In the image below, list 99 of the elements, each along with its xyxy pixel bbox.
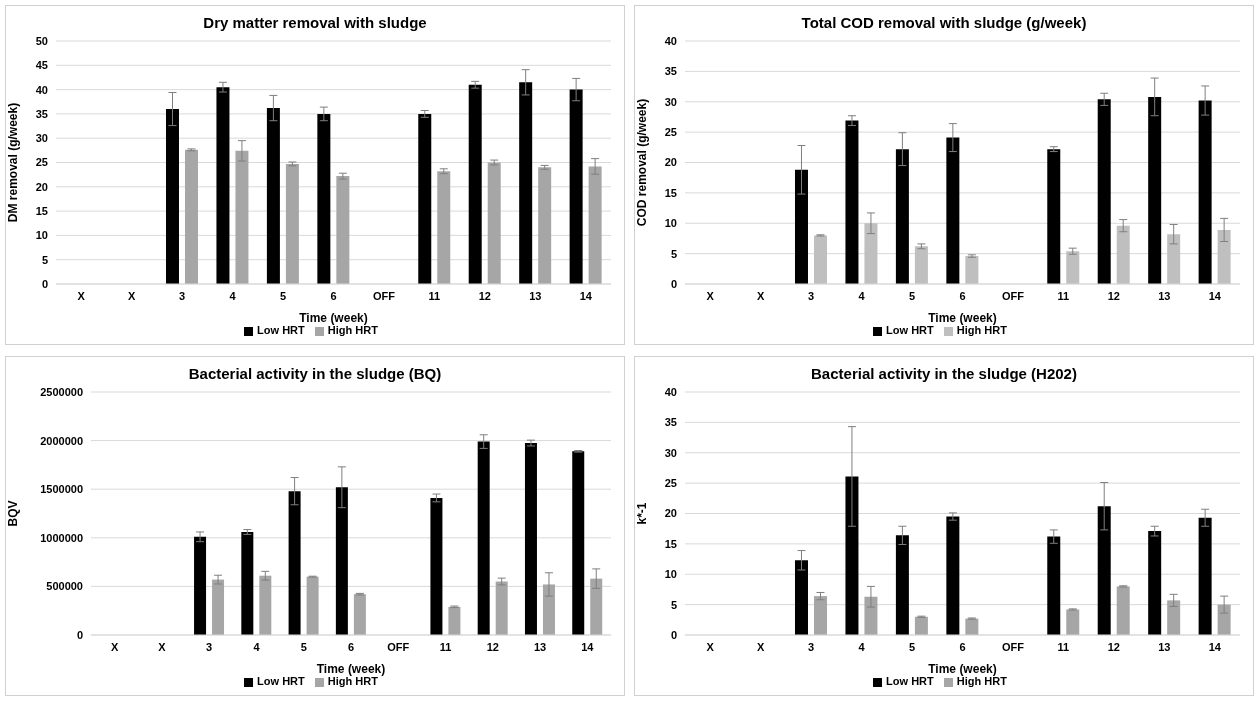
y-tick-label: 2000000 <box>40 434 83 447</box>
y-tick-label: 50 <box>35 34 48 47</box>
y-tick-label: 5 <box>670 247 677 260</box>
y-tick-label: 40 <box>664 385 677 398</box>
x-tick-label: 13 <box>533 640 547 653</box>
y-tick-label: 2500000 <box>40 385 83 398</box>
x-tick-label: 13 <box>1158 289 1171 302</box>
y-tick-label: 45 <box>35 59 48 72</box>
x-tick-label: X <box>757 640 766 653</box>
x-tick-label: X <box>706 640 715 653</box>
x-axis-title: Time (week) <box>928 311 997 325</box>
y-tick-label: 35 <box>35 107 48 120</box>
y-tick-label: 30 <box>35 132 48 145</box>
y-axis-title: COD removal (g/week) <box>635 98 650 227</box>
x-tick-label: X <box>77 289 86 302</box>
x-tick-label: 14 <box>581 640 595 653</box>
y-tick-label: 20 <box>664 507 677 520</box>
x-tick-label: OFF <box>1001 640 1025 653</box>
y-tick-label: 5 <box>41 253 48 266</box>
x-tick-label: 13 <box>1158 640 1171 653</box>
y-tick-label: 40 <box>664 34 677 47</box>
x-tick-label: 12 <box>1107 289 1120 302</box>
x-tick-label: 4 <box>253 640 261 653</box>
x-tick-label: OFF <box>387 640 410 653</box>
chart-title: Bacterial activity in the sludge (BQ) <box>187 364 443 384</box>
x-tick-label: 4 <box>858 289 866 302</box>
x-tick-label: X <box>158 640 167 653</box>
x-tick-label: X <box>110 640 119 653</box>
legend-label: High HRT <box>327 675 378 687</box>
x-tick-label: 6 <box>959 289 966 302</box>
x-tick-label: 11 <box>439 640 452 653</box>
chart-title: Dry matter removal with sludge <box>202 13 428 33</box>
y-tick-label: 20 <box>35 180 48 193</box>
y-tick-label: 25 <box>35 156 48 169</box>
x-tick-label: 5 <box>300 640 307 653</box>
y-axis-title: DM removal (g/week) <box>6 102 21 223</box>
y-tick-label: 15 <box>35 205 48 218</box>
x-tick-label: 12 <box>486 640 499 653</box>
x-tick-label: X <box>757 289 766 302</box>
x-tick-label: 14 <box>1208 640 1222 653</box>
y-tick-label: 5 <box>670 598 677 611</box>
x-tick-label: 12 <box>1107 640 1120 653</box>
y-tick-label: 0 <box>41 277 48 290</box>
y-tick-label: 35 <box>664 416 677 429</box>
y-tick-label: 40 <box>35 83 48 96</box>
y-tick-label: 30 <box>664 446 677 459</box>
x-tick-label: 11 <box>428 289 441 302</box>
y-tick-label: 0 <box>670 277 677 290</box>
x-tick-label: X <box>706 289 715 302</box>
y-axis-title: k*-1 <box>635 502 650 525</box>
x-tick-label: X <box>128 289 137 302</box>
y-tick-label: 30 <box>664 95 677 108</box>
y-tick-label: 10 <box>664 568 677 581</box>
x-tick-label: 14 <box>579 289 593 302</box>
chart-title: Bacterial activity in the sludge (H202) <box>810 364 1078 384</box>
x-tick-label: 11 <box>1057 289 1070 302</box>
x-tick-label: 5 <box>279 289 287 302</box>
y-tick-label: 10 <box>664 217 677 230</box>
y-tick-label: 15 <box>664 186 677 199</box>
x-axis-title: Time (week) <box>299 311 368 325</box>
x-tick-label: OFF <box>372 289 396 302</box>
legend-label: Low HRT <box>886 675 934 687</box>
legend-label: High HRT <box>327 324 378 336</box>
x-tick-label: 3 <box>206 640 213 653</box>
y-tick-label: 25 <box>664 126 677 139</box>
x-tick-label: 13 <box>529 289 542 302</box>
y-tick-label: 10 <box>35 229 48 242</box>
y-tick-label: 500000 <box>46 580 83 593</box>
legend-label: Low HRT <box>257 675 305 687</box>
x-tick-label: 6 <box>347 640 355 653</box>
x-tick-label: 11 <box>1057 640 1070 653</box>
y-tick-label: 1000000 <box>40 531 83 544</box>
x-tick-label: 4 <box>858 640 866 653</box>
legend-label: High HRT <box>956 324 1007 336</box>
x-tick-label: 6 <box>959 640 966 653</box>
x-tick-label: 14 <box>1208 289 1222 302</box>
y-tick-label: 20 <box>664 156 677 169</box>
x-tick-label: 6 <box>330 289 337 302</box>
legend-label: Low HRT <box>257 324 305 336</box>
x-tick-label: 5 <box>908 289 916 302</box>
x-tick-label: 12 <box>478 289 491 302</box>
x-tick-label: 3 <box>808 640 815 653</box>
y-tick-label: 25 <box>664 477 677 490</box>
x-tick-label: 5 <box>908 640 916 653</box>
y-tick-label: 15 <box>664 537 677 550</box>
legend-label: Low HRT <box>886 324 934 336</box>
x-axis-title: Time (week) <box>316 662 386 676</box>
y-tick-label: 0 <box>76 628 83 641</box>
y-tick-label: 35 <box>664 65 677 78</box>
x-axis-title: Time (week) <box>928 662 997 676</box>
legend-label: High HRT <box>956 675 1007 687</box>
x-tick-label: OFF <box>1001 289 1025 302</box>
x-tick-label: 4 <box>229 289 237 302</box>
y-tick-label: 1500000 <box>40 483 83 496</box>
chart-title: Total COD removal with sludge (g/week) <box>800 13 1088 33</box>
x-tick-label: 3 <box>808 289 815 302</box>
x-tick-label: 3 <box>179 289 186 302</box>
y-axis-title: BQV <box>6 500 21 527</box>
y-tick-label: 0 <box>670 628 677 641</box>
